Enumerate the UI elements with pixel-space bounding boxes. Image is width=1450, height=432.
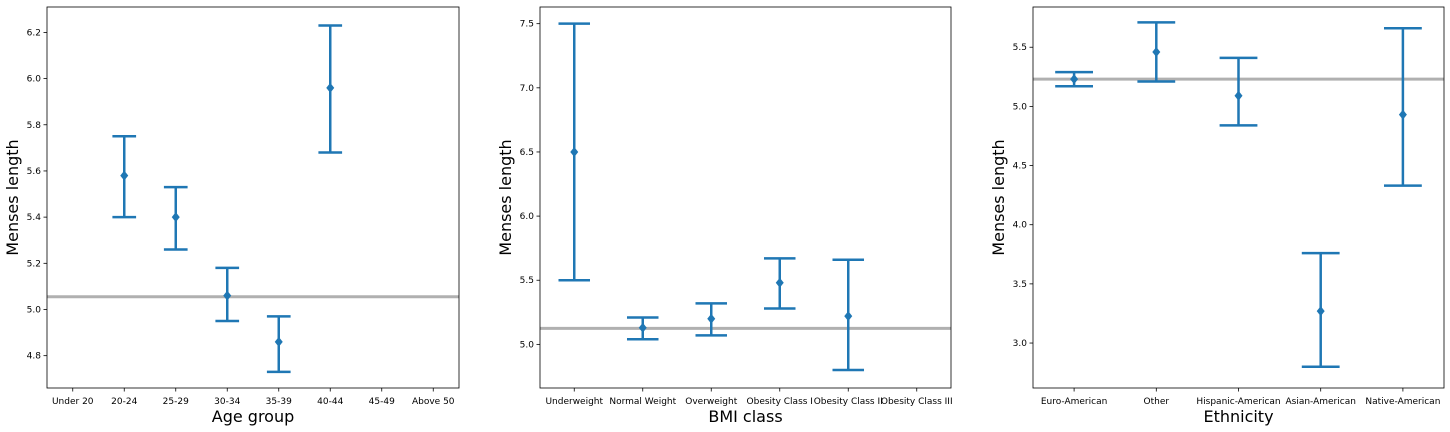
y-tick-label: 5.2 [27, 259, 41, 269]
y-tick-label: 7.5 [520, 20, 534, 30]
x-axis-label: Age group [212, 407, 295, 426]
x-tick-label: 35-39 [266, 397, 292, 407]
y-tick-label: 6.5 [520, 148, 534, 158]
data-point [1398, 109, 1407, 120]
y-tick-label: 5.5 [1013, 43, 1027, 53]
y-tick-label: 7.0 [520, 84, 535, 94]
x-tick-label: Obesity Class I [747, 397, 813, 407]
axes-frame [46, 6, 460, 389]
data-point [1070, 74, 1079, 85]
data-point [1234, 90, 1243, 101]
data-point [1152, 46, 1161, 57]
x-tick-label: Asian-American [1285, 397, 1355, 407]
y-tick-label: 5.4 [27, 213, 42, 223]
y-tick-label: 5.0 [1013, 102, 1028, 112]
x-tick-label: 25-29 [163, 397, 189, 407]
y-axis-label: Menses length [496, 139, 515, 255]
x-tick-label: Native-American [1365, 397, 1440, 407]
data-point [274, 336, 283, 347]
x-tick-label: Obesity Class III [881, 397, 953, 407]
x-tick-label: Euro-American [1041, 397, 1107, 407]
data-point [223, 290, 232, 301]
data-point [570, 146, 579, 157]
y-tick-label: 4.8 [27, 352, 42, 362]
x-tick-label: Above 50 [412, 397, 455, 407]
y-tick-label: 6.2 [27, 28, 41, 38]
data-point [326, 82, 335, 93]
y-tick-label: 3.0 [1013, 339, 1028, 349]
data-point [638, 322, 647, 333]
data-point [1316, 306, 1325, 317]
chart-panel-2: Underweight Normal Weight Overweight Obesit… [496, 6, 953, 426]
axes-frame [539, 6, 952, 389]
x-tick-label: Hispanic-American [1196, 397, 1280, 407]
data-point [844, 311, 853, 322]
y-tick-label: 4.5 [1013, 162, 1027, 172]
y-tick-label: 5.6 [27, 167, 42, 177]
x-tick-label: Obesity Class II [814, 397, 883, 407]
x-tick-label: 20-24 [111, 397, 137, 407]
data-point [120, 170, 129, 181]
y-tick-label: 5.0 [520, 340, 535, 350]
y-tick-label: 5.8 [27, 121, 42, 131]
x-tick-label: 45-49 [369, 397, 395, 407]
data-point [775, 277, 784, 288]
x-tick-label: 40-44 [317, 397, 343, 407]
x-tick-label: Underweight [545, 397, 603, 407]
y-tick-label: 6.0 [520, 212, 535, 222]
x-axis-label: Ethnicity [1203, 407, 1273, 426]
y-tick-label: 4.0 [1013, 221, 1028, 231]
y-tick-label: 6.0 [27, 75, 42, 85]
chart-panel-1: Under 20 20-24 25-29 30-34 35-39 40-44 45-49 Ab… [3, 6, 460, 426]
chart-panel-3: Euro-American Other Hispanic-American Asian… [989, 6, 1445, 426]
data-point [171, 212, 180, 223]
x-axis-label: BMI class [708, 407, 782, 426]
x-tick-label: Overweight [685, 397, 737, 407]
y-tick-label: 5.5 [520, 276, 534, 286]
y-tick-label: 5.0 [27, 305, 42, 315]
x-tick-label: Normal Weight [609, 397, 676, 407]
y-axis-label: Menses length [989, 139, 1008, 255]
y-tick-label: 3.5 [1013, 280, 1027, 290]
y-axis-label: Menses length [3, 139, 22, 255]
x-tick-label: Other [1144, 397, 1170, 407]
data-point [707, 313, 716, 324]
x-tick-label: Under 20 [52, 397, 94, 407]
x-tick-label: 30-34 [214, 397, 240, 407]
